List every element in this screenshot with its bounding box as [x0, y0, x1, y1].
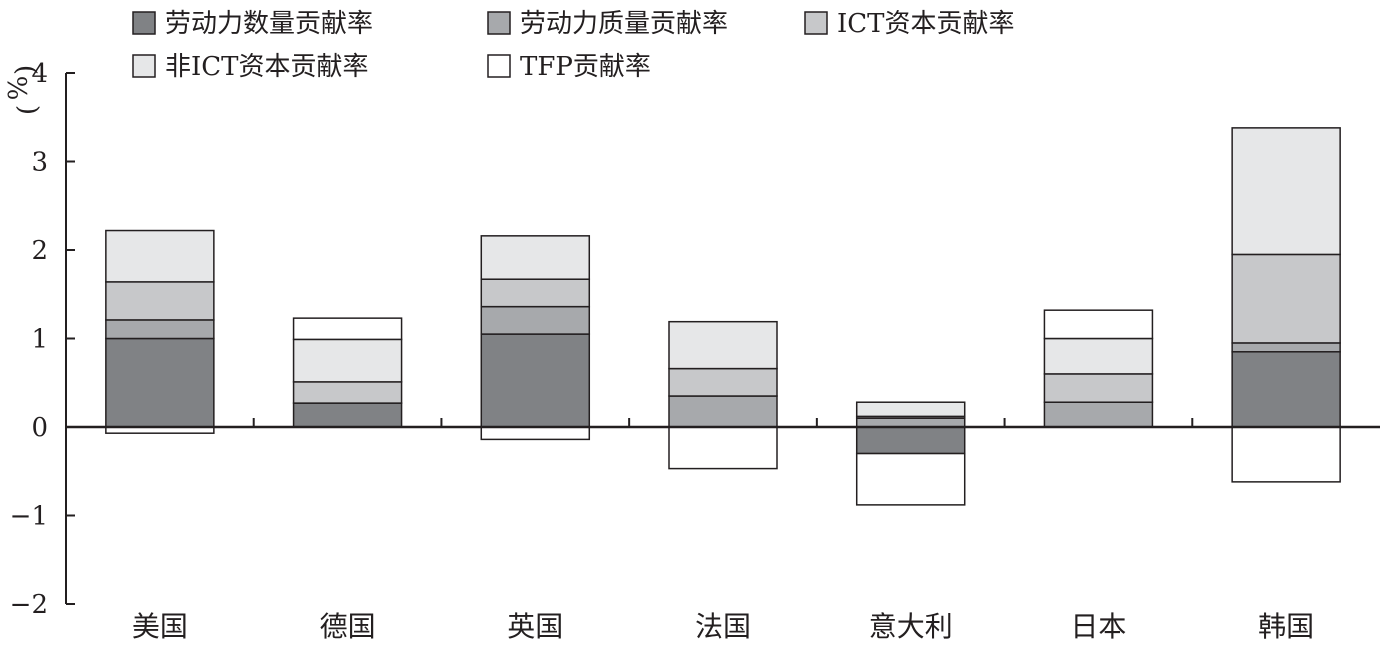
legend-label: 非ICT资本贡献率 [165, 52, 369, 82]
y-tick-label: 1 [31, 325, 48, 355]
bar-segment [105, 229, 215, 283]
legend-swatch [132, 11, 156, 35]
bar-segment [1043, 337, 1154, 375]
bar-segment [668, 426, 778, 470]
bar-segment [480, 278, 591, 308]
legend-swatch [487, 54, 511, 78]
legend-item: 劳动力质量贡献率 [487, 9, 728, 39]
bar-group [105, 229, 215, 434]
bar-group [480, 235, 591, 441]
x-category-label: 德国 [320, 610, 376, 643]
bar-segment [855, 452, 966, 506]
bar-group [1043, 309, 1154, 428]
bar-segment [480, 305, 591, 335]
legend-swatch [487, 11, 511, 35]
x-axis: 美国 德国 英国 法国 意大利 日本 韩国 [66, 418, 1380, 643]
bar-segment [105, 337, 215, 428]
legend-label: TFP贡献率 [520, 52, 651, 82]
x-category-label: 美国 [132, 610, 188, 643]
y-axis-label-paren-close: ) [13, 105, 43, 115]
legend-label: 劳动力数量贡献率 [165, 9, 373, 39]
bar-group [292, 317, 403, 428]
bar-segment [105, 319, 215, 340]
x-category-label: 日本 [1070, 610, 1126, 643]
bar-segment [292, 402, 403, 428]
y-axis-label-paren-open: ( [11, 65, 41, 75]
bar-segment [855, 401, 966, 418]
legend-item: ICT资本贡献率 [804, 9, 1015, 39]
y-tick-label: −1 [10, 502, 48, 532]
bar-segment [1231, 342, 1341, 353]
bar-segment [1231, 127, 1341, 256]
bar-segment [292, 381, 403, 404]
x-category-label: 意大利 [869, 610, 953, 643]
bar-segment [1043, 401, 1154, 428]
bar-segment [1043, 373, 1154, 403]
y-axis: −2 −1 0 1 2 3 4(%) [1, 59, 75, 620]
bar-group [1231, 127, 1341, 483]
bar-segment [1231, 426, 1341, 483]
bar-segment [105, 281, 215, 321]
x-category-label: 韩国 [1258, 610, 1314, 643]
bar-segment [668, 320, 778, 370]
legend-swatch [132, 54, 156, 78]
y-tick-label: −2 [10, 590, 48, 620]
bar-group [855, 401, 966, 506]
bar-segment [668, 367, 778, 397]
legend-label: 劳动力质量贡献率 [520, 9, 728, 39]
x-category-label: 法国 [695, 610, 751, 643]
y-axis-label: (%) [1, 65, 43, 115]
legend-swatch [804, 11, 828, 35]
bar-segment [292, 338, 403, 383]
legend-item: TFP贡献率 [487, 52, 651, 82]
legend-item: 劳动力数量贡献率 [132, 9, 373, 39]
x-category-label: 英国 [507, 610, 563, 643]
bar-segment [1231, 253, 1341, 344]
bar-segment [480, 333, 591, 428]
bar-group [668, 320, 778, 470]
bar-segment [480, 426, 591, 441]
bar-segment [855, 426, 966, 455]
bar-segment [1231, 351, 1341, 428]
legend-item: 非ICT资本贡献率 [132, 52, 369, 82]
y-tick-label: 3 [31, 148, 48, 178]
y-tick-label: 4 [31, 59, 48, 89]
bar-segment [292, 317, 403, 341]
y-tick-label: 2 [31, 236, 48, 266]
y-axis-label-text: % [1, 76, 31, 101]
y-tick-label: 0 [31, 413, 48, 443]
bar-segment [855, 417, 966, 428]
legend-label: ICT资本贡献率 [837, 9, 1015, 39]
bar-segment [480, 235, 591, 280]
bar-segment [1043, 309, 1154, 340]
bars [105, 127, 1341, 506]
bar-segment [668, 395, 778, 428]
